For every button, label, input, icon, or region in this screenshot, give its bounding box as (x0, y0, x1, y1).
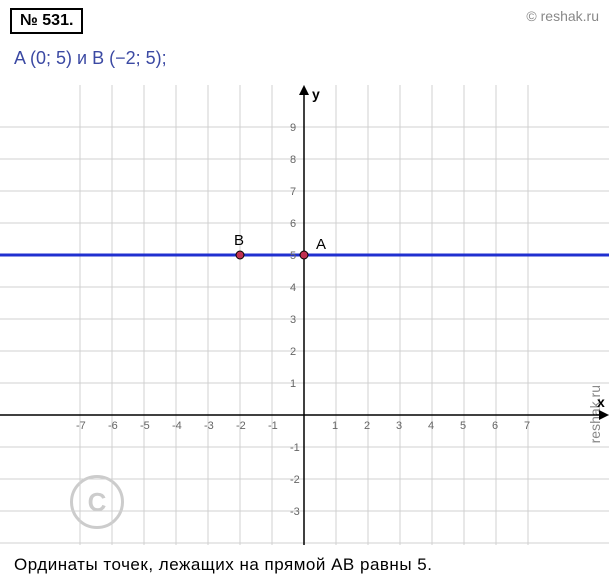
svg-text:-3: -3 (290, 506, 300, 518)
svg-text:4: 4 (428, 420, 434, 432)
svg-text:-6: -6 (108, 420, 118, 432)
svg-text:-2: -2 (290, 474, 300, 486)
svg-text:3: 3 (290, 314, 296, 326)
answer-text: Ординаты точек, лежащих на прямой AB рав… (14, 555, 432, 575)
svg-text:6: 6 (290, 218, 296, 230)
points-coordinates: A (0; 5) и B (−2; 5); (14, 48, 167, 69)
problem-number: № 531. (10, 8, 83, 34)
svg-text:3: 3 (396, 420, 402, 432)
svg-text:x: x (597, 394, 605, 410)
copyright-top: © reshak.ru (526, 8, 599, 24)
svg-text:5: 5 (460, 420, 466, 432)
svg-text:-1: -1 (290, 442, 300, 454)
svg-text:-3: -3 (204, 420, 214, 432)
svg-text:4: 4 (290, 282, 296, 294)
svg-text:8: 8 (290, 154, 296, 166)
svg-text:7: 7 (524, 420, 530, 432)
svg-text:-1: -1 (268, 420, 278, 432)
svg-text:-4: -4 (172, 420, 182, 432)
svg-text:-2: -2 (236, 420, 246, 432)
svg-text:B: B (234, 232, 244, 249)
svg-text:y: y (312, 86, 320, 102)
svg-text:-7: -7 (76, 420, 86, 432)
svg-text:A: A (316, 236, 326, 253)
svg-text:9: 9 (290, 122, 296, 134)
svg-text:2: 2 (364, 420, 370, 432)
svg-text:1: 1 (290, 378, 296, 390)
svg-text:6: 6 (492, 420, 498, 432)
svg-text:5: 5 (290, 250, 296, 262)
svg-text:2: 2 (290, 346, 296, 358)
coordinate-chart: x y -7 -6 -5 -4 -3 -2 -1 1 2 3 4 5 6 7 -3 -2 -1 1 2 3 4 5 6 7 8 9 A B (0, 85, 609, 545)
svg-text:7: 7 (290, 186, 296, 198)
svg-text:-5: -5 (140, 420, 150, 432)
svg-text:1: 1 (332, 420, 338, 432)
